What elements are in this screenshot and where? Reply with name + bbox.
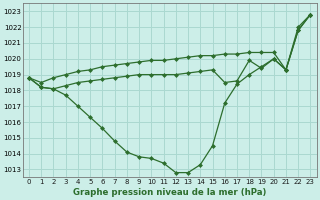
X-axis label: Graphe pression niveau de la mer (hPa): Graphe pression niveau de la mer (hPa) <box>73 188 266 197</box>
